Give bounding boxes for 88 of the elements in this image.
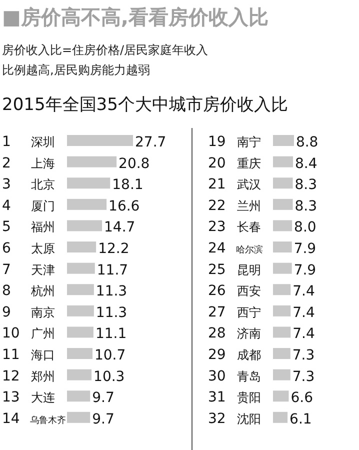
y-tick-label: 23 长春 [208, 219, 261, 236]
y-tick-label: 32 沈阳 [208, 410, 261, 427]
bar [273, 135, 294, 146]
bar [273, 412, 288, 423]
data-label: 11.3 [96, 284, 128, 300]
bar [273, 178, 293, 189]
data-label: 14.7 [104, 220, 136, 236]
data-label: 20.8 [118, 156, 150, 172]
bar [67, 178, 110, 189]
bar [273, 369, 290, 380]
bar [273, 348, 290, 359]
y-tick-label: 10 广州 [2, 326, 55, 342]
data-label: 7.3 [292, 368, 315, 385]
data-label: 16.6 [108, 198, 140, 214]
category-label: 6 太原 [2, 240, 55, 256]
data-label: 7.9 [294, 262, 316, 278]
category-label: 5 福州 [2, 219, 55, 236]
text: 比例越高,居民购房能力越弱 [2, 63, 150, 77]
chart-subtitle: 2015年全国35个大中城市房价收入比 [2, 95, 288, 115]
bar [273, 220, 292, 232]
y-tick-label: 19 南宁 [208, 134, 261, 150]
data-label: 9.7 [92, 411, 114, 428]
category-label: 9 南京 [2, 304, 55, 320]
y-tick-label: 22 兰州 [208, 198, 261, 214]
data-label: 10.3 [94, 368, 125, 385]
y-tick-label: 14 乌鲁木齐 [2, 410, 66, 427]
bar [273, 390, 289, 402]
bar [67, 369, 92, 380]
bar [273, 156, 294, 168]
bar [273, 305, 291, 316]
data-label: 7.4 [292, 304, 315, 321]
data-label: 8.3 [294, 198, 318, 214]
data-label: 7.4 [292, 284, 315, 300]
data-label: 11.7 [96, 262, 128, 278]
bar [67, 412, 90, 423]
data-label: 18.1 [112, 177, 144, 194]
data-label: 8.0 [294, 220, 316, 236]
bar [67, 284, 94, 296]
y-tick-label: 21 武汉 [208, 176, 261, 193]
data-label: 8.3 [294, 177, 318, 194]
data-label: 8.4 [295, 156, 318, 172]
category-label: 8 杭州 [2, 283, 55, 300]
bar [273, 284, 291, 296]
bar [273, 242, 292, 252]
bar [273, 198, 293, 210]
category-label: 4 厦门 [2, 198, 55, 214]
bar [67, 326, 94, 338]
bar [67, 348, 92, 359]
y-tick-label: 26 西安 [208, 283, 261, 300]
bar [67, 156, 117, 168]
y-tick-label: 31 贵阳 [208, 390, 261, 406]
y-tick-label: 13 大连 [2, 390, 55, 406]
y-tick-label: 12 郑州 [2, 368, 55, 384]
data-label: 8.8 [296, 134, 318, 150]
y-tick-label: 27 西宁 [208, 304, 261, 320]
chart-title: ■房价高不高,看看房价收入比 [2, 5, 268, 29]
y-tick-label: 30 青岛 [208, 368, 261, 384]
text: 房价收入比=住房价格/居民家庭年收入 [2, 43, 208, 57]
data-label: 7.9 [294, 241, 316, 257]
category-label: 2 上海 [2, 155, 55, 172]
bar [67, 390, 90, 402]
bar [67, 135, 133, 146]
data-label: 9.7 [92, 390, 114, 406]
y-tick-label: 29 成都 [208, 347, 261, 363]
bar [67, 198, 107, 210]
category-label: 3 北京 [2, 176, 55, 193]
data-label: 6.6 [290, 390, 314, 406]
data-label: 7.3 [292, 348, 315, 364]
data-label: 7.4 [292, 326, 315, 342]
bar [67, 305, 94, 316]
data-label: 11.3 [96, 304, 128, 321]
data-label: 12.2 [98, 241, 130, 257]
data-label: 6.1 [290, 411, 312, 428]
bar [67, 262, 95, 274]
y-tick-label: 24 哈尔滨 [208, 240, 263, 256]
y-tick-label: 25 昆明 [208, 262, 261, 278]
bar [67, 242, 96, 252]
data-label: 27.7 [135, 134, 166, 150]
y-tick-label: 11 海口 [2, 347, 55, 363]
y-tick-label: 28 济南 [208, 326, 261, 342]
y-tick-label: 20 重庆 [208, 155, 261, 172]
data-label: 10.7 [94, 348, 126, 364]
bar [67, 220, 102, 232]
category-label: 7 天津 [2, 262, 55, 278]
category-label: 1 深圳 [2, 134, 55, 150]
bar [273, 326, 291, 338]
bar [273, 262, 292, 274]
data-label: 11.1 [95, 326, 127, 342]
